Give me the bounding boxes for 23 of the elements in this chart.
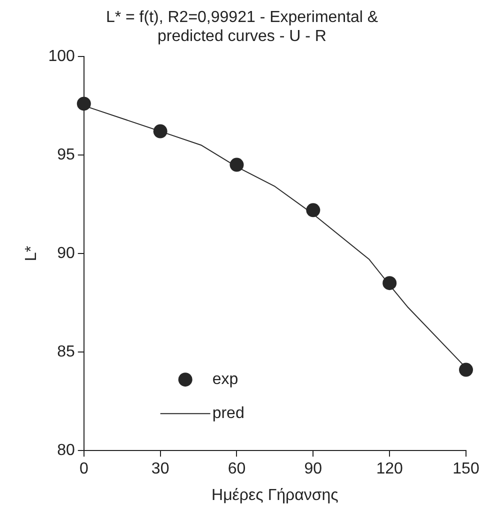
point	[306, 203, 320, 218]
text: L* = f(t), R2=0,99921 - Experimental &	[106, 9, 378, 26]
x-tick-label: 120	[376, 460, 404, 478]
point	[382, 276, 397, 290]
x-tick-label: 90	[304, 460, 322, 478]
legend-label: exp	[212, 371, 238, 388]
point	[153, 124, 168, 138]
y-axis-title: L*	[23, 246, 40, 262]
point	[459, 362, 473, 377]
text: predicted curves - U - R	[158, 28, 326, 46]
x-tick-label: 60	[228, 460, 246, 478]
x-tick-label: 0	[79, 460, 88, 478]
y-tick-label: 100	[48, 48, 75, 65]
y-tick-label: 95	[57, 146, 75, 164]
point	[230, 158, 244, 172]
x-tick-label: 150	[452, 460, 480, 478]
point	[76, 96, 91, 111]
y-tick-label: 80	[57, 442, 75, 460]
x-tick-label: 30	[151, 460, 170, 478]
x-axis-title: Ημέρες Γήρανσης	[212, 486, 339, 504]
legend-label: pred	[212, 405, 244, 422]
y-tick-label: 85	[57, 343, 75, 360]
y-tick-label: 90	[57, 244, 75, 262]
